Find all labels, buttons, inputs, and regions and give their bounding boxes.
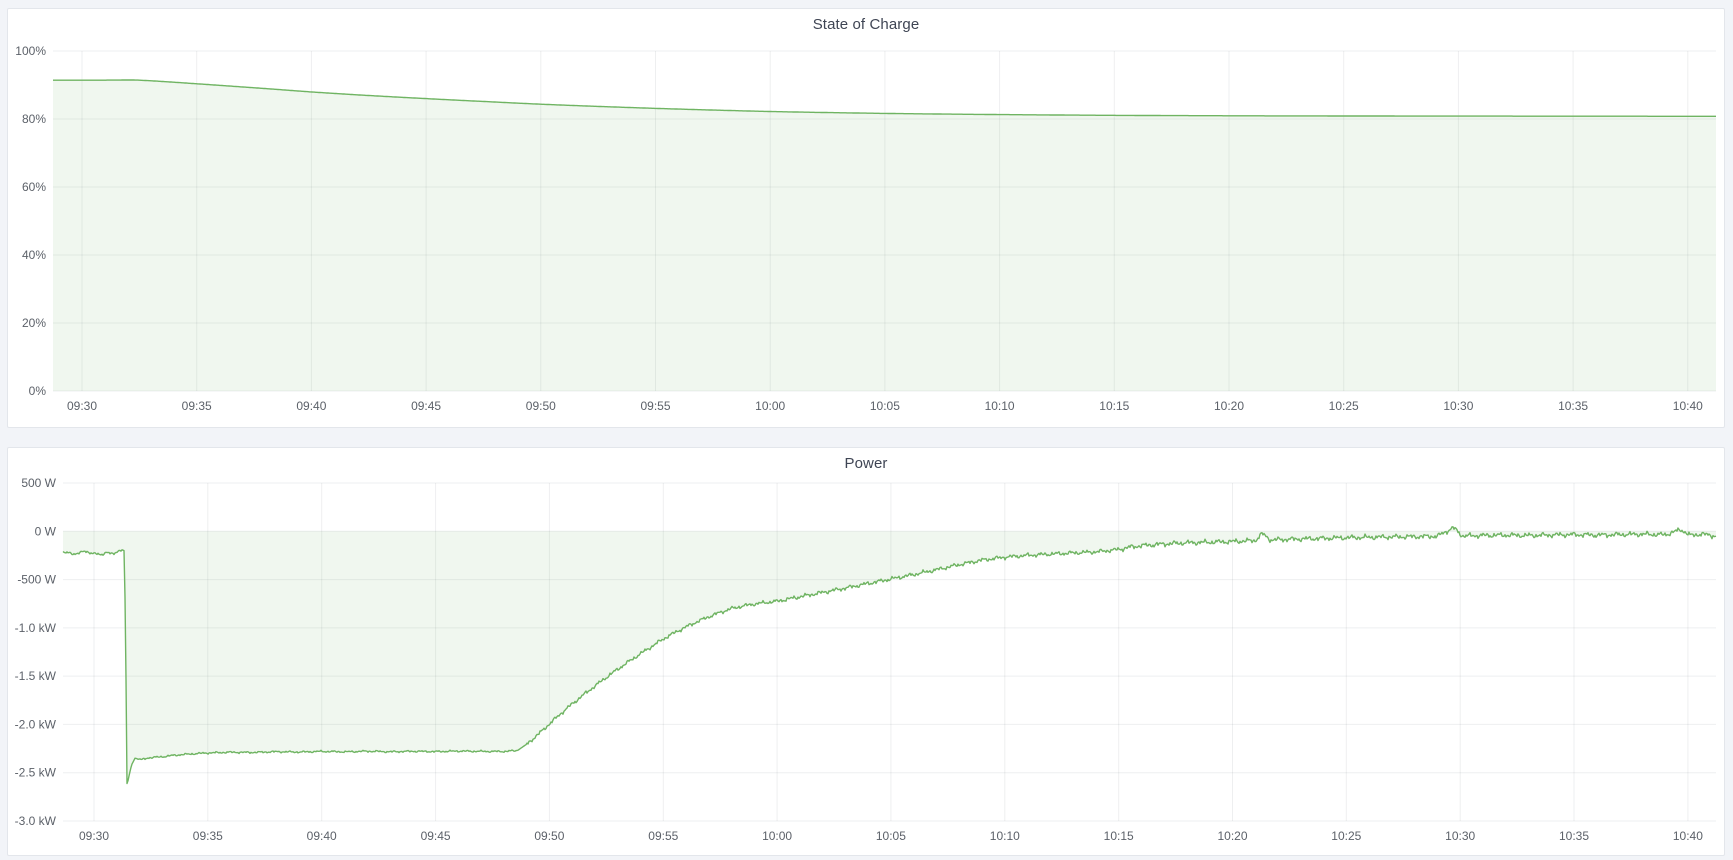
y-axis-tick-label: 500 W [21, 476, 56, 490]
x-axis-tick-label: 09:30 [79, 829, 109, 843]
x-axis-tick-label: 10:35 [1559, 829, 1589, 843]
x-axis-tick-label: 10:15 [1099, 399, 1129, 413]
y-axis-tick-label: -2.5 kW [15, 766, 57, 780]
x-axis-tick-label: 10:30 [1443, 399, 1473, 413]
y-axis-tick-label: -1.0 kW [15, 621, 57, 635]
x-axis-tick-label: 10:15 [1104, 829, 1134, 843]
x-axis-tick-label: 10:20 [1214, 399, 1244, 413]
panel-state-of-charge: State of Charge 100% 80% 60% 40% 20% 0% 09:30 0… [7, 8, 1725, 428]
series-line [62, 526, 1717, 785]
x-axis-tick-label: 10:30 [1445, 829, 1475, 843]
y-axis-tick-label: 80% [22, 112, 46, 126]
panel-power: Power 500 W 0 W -500 W -1.0 kW -1.5 kW -2.0 k… [7, 447, 1725, 856]
panel-title-power[interactable]: Power [844, 455, 888, 472]
y-axis-tick-label: -1.5 kW [15, 669, 57, 683]
y-axis-tick-label: 40% [22, 248, 46, 262]
x-axis-tick-label: 10:00 [762, 829, 792, 843]
x-axis-tick-label: 09:45 [421, 829, 451, 843]
x-axis-tick-label: 09:50 [534, 829, 564, 843]
y-axis-tick-label: 60% [22, 180, 46, 194]
power-chart-plot[interactable]: 500 W 0 W -500 W -1.0 kW -1.5 kW -2.0 kW -2.5 … [8, 448, 1724, 855]
x-axis-tick-label: 09:50 [526, 399, 556, 413]
x-axis-tick-label: 10:40 [1673, 399, 1703, 413]
x-axis-tick-label: 10:00 [755, 399, 785, 413]
x-axis-tick-label: 09:40 [296, 399, 326, 413]
x-axis-tick-label: 09:35 [193, 829, 223, 843]
x-axis-tick-label: 10:10 [985, 399, 1015, 413]
panel-title-state-of-charge[interactable]: State of Charge [812, 16, 920, 33]
series-line [53, 79, 1716, 117]
y-axis-tick-label: -3.0 kW [15, 814, 57, 828]
series-area-fill [53, 80, 1716, 391]
x-axis-tick-label: 10:35 [1558, 399, 1588, 413]
y-axis-tick-label: 0 W [35, 524, 57, 538]
x-axis-tick-label: 10:10 [990, 829, 1020, 843]
x-axis-tick-label: 09:35 [182, 399, 212, 413]
x-axis-tick-label: 10:20 [1217, 829, 1247, 843]
x-axis-tick-label: 10:05 [870, 399, 900, 413]
x-axis-tick-label: 09:40 [307, 829, 337, 843]
state-of-charge-chart-plot[interactable]: 100% 80% 60% 40% 20% 0% 09:30 09:35 09:40 09:45 09… [8, 9, 1724, 427]
y-axis-tick-label: 20% [22, 316, 46, 330]
x-axis-tick-label: 09:45 [411, 399, 441, 413]
x-axis-tick-label: 10:40 [1673, 829, 1703, 843]
series-area-fill [63, 526, 1716, 784]
x-axis-tick-label: 09:55 [640, 399, 670, 413]
x-axis-tick-label: 09:30 [67, 399, 97, 413]
y-axis-tick-label: 100% [15, 44, 46, 58]
y-axis-tick-label: 0% [29, 384, 47, 398]
y-axis-tick-label: -500 W [17, 573, 56, 587]
x-axis-tick-label: 10:25 [1331, 829, 1361, 843]
x-axis-tick-label: 10:25 [1329, 399, 1359, 413]
y-axis-tick-label: -2.0 kW [15, 717, 57, 731]
x-axis-tick-label: 10:05 [876, 829, 906, 843]
x-axis-tick-label: 09:55 [648, 829, 678, 843]
